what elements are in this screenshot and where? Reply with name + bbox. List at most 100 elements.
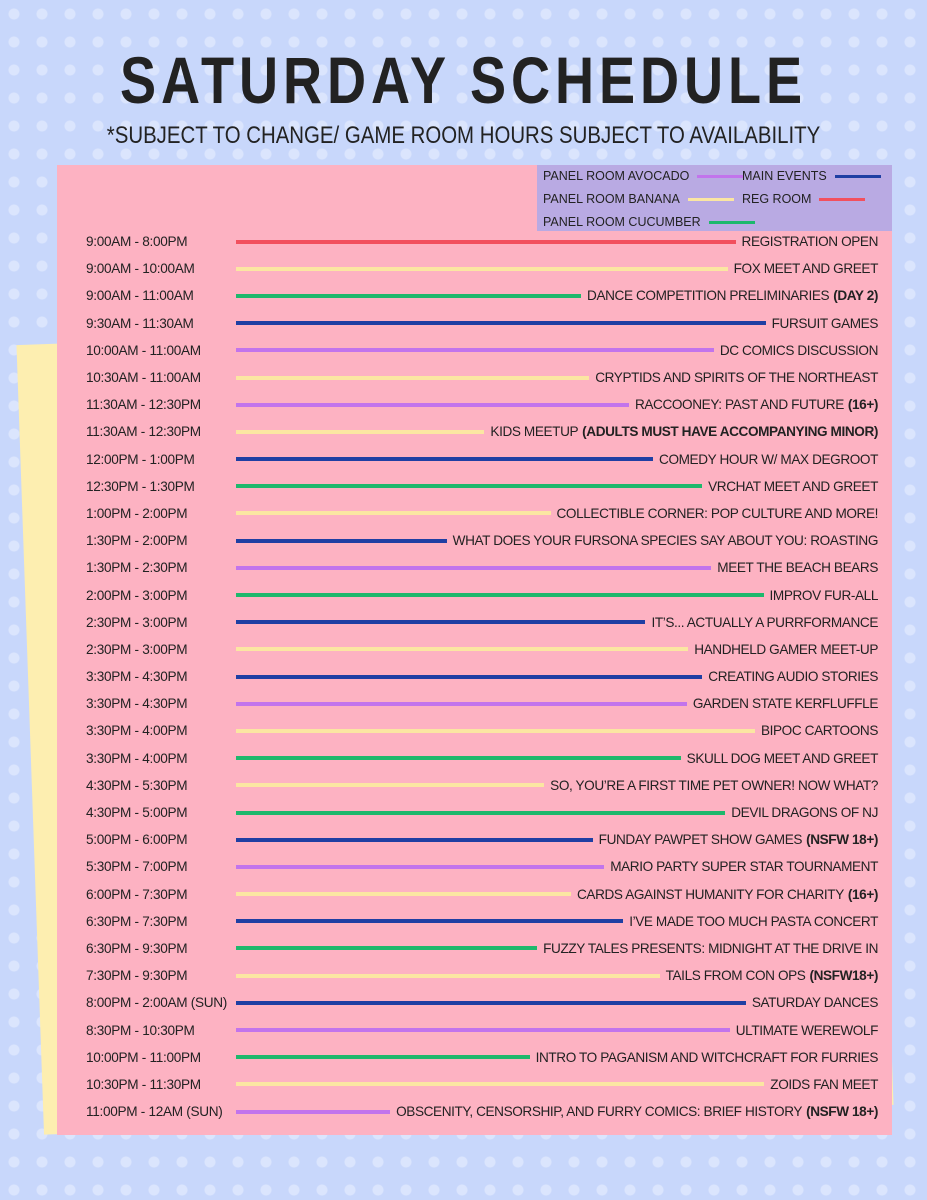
schedule-list: 9:00AM - 8:00PM REGISTRATION OPEN 9:00AM -… (86, 228, 878, 1125)
schedule-row: 2:00PM - 3:00PM IMPROV FUR-ALL (86, 581, 878, 608)
event-name: COMEDY HOUR W/ MAX DEGROOT (659, 451, 878, 467)
time: 6:00PM - 7:30PM (86, 886, 188, 902)
room-line (236, 538, 447, 543)
room-line (236, 973, 660, 978)
event: ULTIMATE WEREWOLF (736, 1023, 879, 1038)
schedule-row: 6:30PM - 9:30PM FUZZY TALES PRESENTS: MID… (86, 935, 878, 962)
room-line (236, 1082, 765, 1087)
time: 6:30PM - 7:30PM (86, 913, 188, 929)
schedule-row: 8:30PM - 10:30PM ULTIMATE WEREWOLF (86, 1016, 878, 1043)
time: 11:30AM - 12:30PM (86, 424, 201, 440)
event: INTRO TO PAGANISM AND WITCHCRAFT FOR FUR… (535, 1049, 879, 1065)
event: SKULL DOG MEET AND GREET (687, 751, 879, 766)
event: CARDS AGAINST HUMANITY FOR CHARITY (16+) (577, 887, 878, 902)
event-name: WHAT DOES YOUR FURSONA SPECIES SAY ABOUT… (452, 533, 879, 549)
schedule-row: 12:30PM - 1:30PM VRCHAT MEET AND GREET (86, 473, 878, 500)
legend-item: PANEL ROOM BANANA (543, 188, 734, 210)
event-name: HANDHELD GAMER MEET-UP (694, 641, 878, 657)
room-line (236, 457, 654, 462)
room-line (236, 674, 703, 679)
event-note: (ADULTS MUST HAVE ACCOMPANYING MINOR) (582, 424, 878, 440)
room-line (236, 429, 485, 434)
event: KIDS MEETUP (ADULTS MUST HAVE ACCOMPANYIN… (490, 424, 878, 439)
event-name: ZOIDS FAN MEET (770, 1076, 878, 1092)
room-line (236, 348, 714, 353)
event: FURSUIT GAMES (772, 316, 879, 331)
event-name: TAILS FROM CON OPS (665, 968, 806, 984)
room-line (236, 892, 571, 897)
title: SATURDAY SCHEDULE (119, 43, 808, 117)
legend-swatch (708, 220, 755, 224)
schedule-row: 5:00PM - 6:00PM FUNDAY PAWPET SHOW GAMES(… (86, 826, 878, 853)
event-name: MARIO PARTY SUPER STAR TOURNAMENT (610, 859, 878, 875)
time: 3:30PM - 4:00PM (86, 750, 188, 766)
time: 3:30PM - 4:30PM (86, 696, 188, 712)
schedule-row: 9:00AM - 8:00PM REGISTRATION OPEN (86, 228, 878, 255)
time: 12:00PM - 1:00PM (86, 451, 195, 467)
schedule-row: 6:30PM - 7:30PM I’VE MADE TOO MUCH PASTA … (86, 908, 878, 935)
schedule-row: 9:00AM - 11:00AM DANCE COMPETITION PRELIM… (86, 282, 878, 309)
schedule-row: 1:00PM - 2:00PM COLLECTIBLE CORNER: POP C… (86, 500, 878, 527)
event: RACCOONEY: PAST AND FUTURE (16+) (635, 397, 878, 412)
time: 5:30PM - 7:00PM (86, 859, 188, 875)
event-name: BIPOC CARTOONS (760, 723, 878, 739)
time: 5:00PM - 6:00PM (86, 832, 188, 848)
schedule-row: 9:30AM - 11:30AM FURSUIT GAMES (86, 310, 878, 337)
schedule-row: 5:30PM - 7:00PM MARIO PARTY SUPER STAR TO… (86, 853, 878, 880)
event: I’VE MADE TOO MUCH PASTA CONCERT (629, 914, 878, 929)
room-line (236, 293, 582, 298)
time: 8:00PM - 2:00AM (SUN) (86, 995, 228, 1011)
legend-item: REG ROOM (742, 188, 866, 210)
event: ZOIDS FAN MEET (770, 1077, 878, 1092)
schedule-row: 11:30AM - 12:30PM KIDS MEETUP (ADULTS MUST… (86, 418, 878, 445)
event-note: (16+) (847, 397, 879, 413)
room-line (236, 1028, 730, 1033)
schedule-row: 4:30PM - 5:00PM DEVIL DRAGONS OF NJ (86, 799, 878, 826)
schedule-row: 1:30PM - 2:30PM MEET THE BEACH BEARS (86, 554, 878, 581)
room-line (236, 620, 646, 625)
room-line (236, 266, 728, 271)
legend-swatch (687, 197, 734, 201)
event: FOX MEET AND GREET (734, 261, 879, 276)
schedule-row: 9:00AM - 10:00AM FOX MEET AND GREET (86, 255, 878, 282)
event-name: I’VE MADE TOO MUCH PASTA CONCERT (629, 913, 878, 929)
schedule-row: 8:00PM - 2:00AM (SUN) SATURDAY DANCES (86, 989, 878, 1016)
schedule-row: 2:30PM - 3:00PM HANDHELD GAMER MEET-UP (86, 636, 878, 663)
legend-label: PANEL ROOM AVOCADO (543, 169, 690, 183)
event-name: DC COMICS DISCUSSION (719, 342, 879, 358)
event: MARIO PARTY SUPER STAR TOURNAMENT (610, 859, 878, 874)
time: 7:30PM - 9:30PM (86, 968, 188, 984)
event-name: SATURDAY DANCES (751, 995, 879, 1011)
room-line (236, 919, 624, 924)
event-name: KIDS MEETUP (490, 424, 579, 440)
event-name: FUZZY TALES PRESENTS: MIDNIGHT AT THE DR… (543, 940, 878, 956)
schedule-row: 3:30PM - 4:30PM CREATING AUDIO STORIES (86, 663, 878, 690)
event-name: INTRO TO PAGANISM AND WITCHCRAFT FOR FUR… (535, 1049, 879, 1065)
schedule-row: 4:30PM - 5:30PM SO, YOU’RE A FIRST TIME P… (86, 772, 878, 799)
room-line (236, 1109, 391, 1114)
time: 10:00AM - 11:00AM (86, 342, 201, 358)
subtitle: *SUBJECT TO CHANGE/ GAME ROOM HOURS SUBJ… (106, 122, 821, 149)
room-line (236, 810, 726, 815)
schedule-row: 3:30PM - 4:00PM BIPOC CARTOONS (86, 717, 878, 744)
event-name: GARDEN STATE KERFLUFFLE (692, 696, 879, 712)
time: 4:30PM - 5:30PM (86, 777, 188, 793)
schedule-row: 10:30PM - 11:30PM ZOIDS FAN MEET (86, 1071, 878, 1098)
legend: PANEL ROOM AVOCADO MAIN EVENTS PANEL ROOM … (537, 165, 892, 231)
event: HANDHELD GAMER MEET-UP (694, 642, 878, 657)
room-line (236, 728, 755, 733)
room-line (236, 565, 712, 570)
room-line (236, 484, 703, 489)
event: SO, YOU’RE A FIRST TIME PET OWNER! NOW W… (550, 778, 878, 793)
room-line (236, 783, 545, 788)
room-line (236, 239, 736, 244)
schedule-row: 11:00PM - 12AM (SUN) OBSCENITY, CENSORSHI… (86, 1098, 878, 1125)
room-line (236, 593, 764, 598)
time: 11:00PM - 12AM (SUN) (86, 1104, 223, 1120)
time: 8:30PM - 10:30PM (86, 1022, 195, 1038)
time: 2:00PM - 3:00PM (86, 587, 188, 603)
time: 2:30PM - 3:00PM (86, 641, 188, 657)
event: IT’S... ACTUALLY A PURRFORMANCE (651, 615, 878, 630)
time: 3:30PM - 4:30PM (86, 669, 188, 685)
